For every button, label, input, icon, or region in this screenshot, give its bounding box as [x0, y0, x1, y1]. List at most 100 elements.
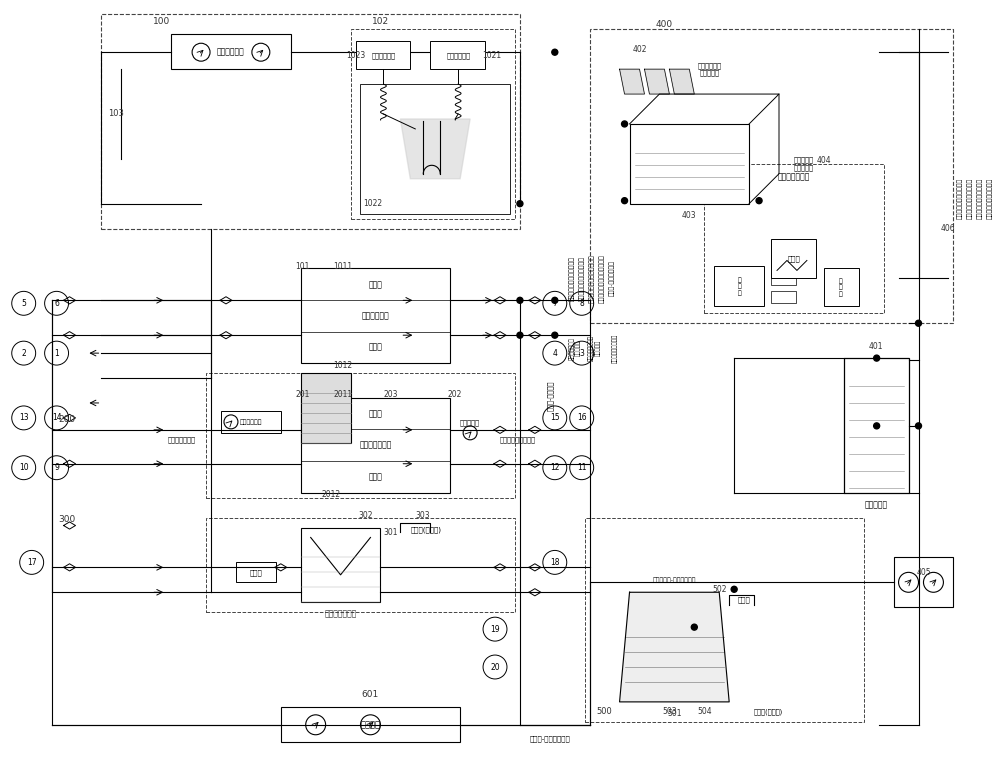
Bar	[585, 517, 864, 722]
Text: 13: 13	[19, 413, 29, 422]
Circle shape	[517, 201, 523, 207]
Bar	[356, 41, 410, 69]
Text: 1021: 1021	[482, 51, 502, 60]
Text: 工循水循环泵: 工循水循环泵	[240, 419, 262, 425]
Text: 污水提升泵: 污水提升泵	[460, 419, 480, 426]
Circle shape	[874, 355, 880, 361]
Text: 503: 503	[662, 707, 677, 717]
Text: 接地源热泵机组蒸发器进水: 接地源热泵机组蒸发器进水	[569, 256, 575, 301]
Bar	[206, 517, 515, 612]
Bar	[101, 14, 520, 229]
Text: 游泳池地板辐射系统回水: 游泳池地板辐射系统回水	[968, 178, 973, 219]
Text: 501: 501	[667, 710, 682, 718]
Text: 游泳馆地板辐射系统回水: 游泳馆地板辐射系统回水	[987, 178, 993, 219]
Text: 9: 9	[54, 463, 59, 472]
Text: 1022: 1022	[363, 199, 382, 209]
Circle shape	[622, 121, 628, 127]
Text: 12: 12	[550, 463, 560, 472]
Text: 空调机: 空调机	[788, 255, 800, 261]
Text: 1011: 1011	[333, 262, 352, 271]
Circle shape	[691, 624, 697, 630]
Circle shape	[517, 297, 523, 303]
Text: 201: 201	[296, 391, 310, 399]
Text: 103: 103	[108, 110, 124, 118]
Text: 301: 301	[383, 528, 398, 537]
Bar	[360, 84, 510, 214]
Text: 接地源热泵机组蒸发器回水: 接地源热泵机组蒸发器回水	[579, 256, 585, 301]
Text: 14: 14	[52, 413, 61, 422]
Bar	[630, 124, 749, 204]
Text: 1: 1	[54, 349, 59, 358]
Bar	[704, 164, 884, 314]
Text: 地埋管分水器: 地埋管分水器	[446, 52, 470, 58]
Bar	[221, 411, 281, 433]
Text: 排风口: 排风口	[738, 596, 751, 602]
Text: 地源热泵机组: 地源热泵机组	[362, 311, 389, 321]
Text: 接污水源热泵机组蒸发器回水: 接污水源热泵机组蒸发器回水	[599, 254, 604, 303]
Text: 5: 5	[21, 299, 26, 308]
Bar	[301, 268, 450, 363]
Bar	[281, 707, 460, 741]
Text: 接空调-水换热器进水: 接空调-水换热器进水	[609, 261, 614, 296]
Text: 100: 100	[153, 17, 170, 26]
Text: 空调水-水换热器回水: 空调水-水换热器回水	[529, 735, 570, 742]
Bar	[714, 266, 764, 307]
Polygon shape	[620, 592, 729, 702]
Text: 2012: 2012	[321, 490, 340, 499]
Text: 夏季补量水-气换热器机组: 夏季补量水-气换热器机组	[653, 577, 696, 584]
Text: 10: 10	[19, 463, 29, 472]
Bar	[590, 30, 953, 323]
Bar	[894, 557, 953, 607]
Text: 冷凝器: 冷凝器	[369, 472, 382, 481]
Text: 游泳池板换
管管换热器: 游泳池板换 管管换热器	[794, 156, 814, 171]
Polygon shape	[644, 69, 669, 94]
Text: 游泳池加热板
集管换热器: 游泳池加热板 集管换热器	[697, 62, 721, 76]
Text: 502: 502	[712, 585, 726, 594]
Text: 接污水排放管道: 接污水排放管道	[167, 436, 195, 443]
Text: 303: 303	[415, 511, 430, 520]
Bar	[430, 41, 485, 69]
Text: 18: 18	[550, 558, 560, 567]
Circle shape	[731, 587, 737, 592]
Bar	[771, 255, 796, 268]
Bar	[351, 30, 515, 219]
Text: 游泳馆空调末端: 游泳馆空调末端	[778, 172, 810, 181]
Circle shape	[552, 297, 558, 303]
Text: 接空调-水换热器: 接空调-水换热器	[547, 380, 553, 411]
Bar	[236, 562, 276, 582]
Text: 进风口(至室内): 进风口(至室内)	[754, 709, 783, 715]
Polygon shape	[620, 69, 644, 94]
Text: 400: 400	[656, 19, 673, 29]
Text: 405: 405	[916, 568, 931, 576]
Text: 202: 202	[448, 391, 462, 399]
Circle shape	[622, 198, 628, 204]
Text: 吸风口: 吸风口	[249, 569, 262, 576]
Text: 接污水源热泵机组
蒸发器回水: 接污水源热泵机组 蒸发器回水	[589, 335, 601, 361]
Circle shape	[874, 423, 880, 429]
Text: 游泳池地板辐射系统供水: 游泳池地板辐射系统供水	[958, 178, 963, 219]
Text: 集
水
箱: 集 水 箱	[839, 278, 843, 296]
Text: 接地源热泵机组
蒸发器进水: 接地源热泵机组 蒸发器进水	[569, 337, 581, 359]
Text: 20: 20	[490, 663, 500, 671]
Text: 2: 2	[21, 349, 26, 358]
Text: 4: 4	[552, 349, 557, 358]
Text: 7: 7	[552, 299, 557, 308]
Text: 19: 19	[490, 625, 500, 633]
Circle shape	[552, 49, 558, 55]
Circle shape	[552, 332, 558, 338]
Text: 蒸发器: 蒸发器	[369, 280, 382, 289]
Text: 游泳馆热泵热水系统供水: 游泳馆热泵热水系统供水	[977, 178, 983, 219]
Text: 403: 403	[682, 211, 697, 220]
Text: 1023: 1023	[346, 51, 365, 60]
Text: 203: 203	[383, 391, 398, 399]
Bar	[771, 239, 816, 279]
Bar	[771, 291, 796, 303]
Text: 主循环泵: 主循环泵	[360, 720, 380, 729]
Text: 17: 17	[27, 558, 36, 567]
Text: 401: 401	[869, 342, 883, 351]
Text: 3: 3	[579, 349, 584, 358]
Bar	[171, 34, 291, 69]
Bar	[824, 268, 859, 307]
Text: 402: 402	[632, 44, 647, 54]
Text: 11: 11	[577, 463, 586, 472]
